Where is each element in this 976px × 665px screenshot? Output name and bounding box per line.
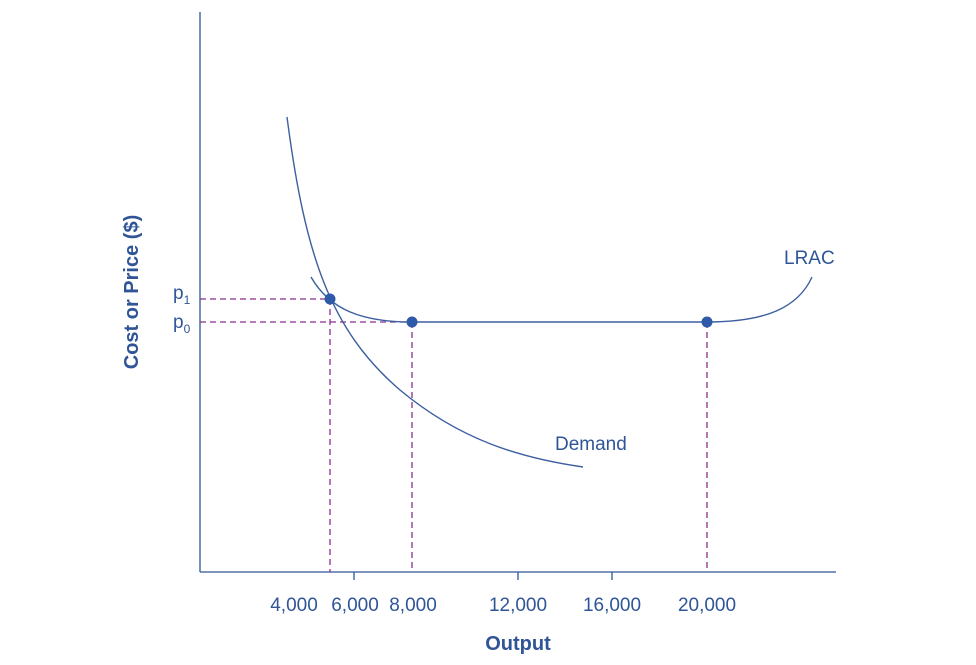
x-tick-label-12000: 12,000: [489, 595, 547, 616]
x-tick-label-20000: 20,000: [678, 595, 736, 616]
x-tick-label-16000: 16,000: [583, 595, 641, 616]
p1-intersection-point: [324, 293, 336, 305]
price-label-p1-sub: 1: [184, 293, 191, 307]
price-label-p1: p1: [173, 283, 191, 307]
price-label-p0-base: p: [173, 312, 184, 333]
p0-point-20000: [701, 316, 713, 328]
price-label-p0: p0: [173, 312, 191, 336]
price-label-p0-sub: 0: [184, 322, 191, 336]
lrac-curve: [310, 276, 813, 323]
demand-label: Demand: [555, 434, 627, 455]
x-axis-title: Output: [485, 633, 551, 655]
demand-curve: [286, 116, 584, 468]
price-label-p1-base: p: [173, 283, 184, 304]
lrac-label: LRAC: [784, 248, 835, 269]
x-tick-label-6000: 6,000: [331, 595, 379, 616]
y-axis-title: Cost or Price ($): [121, 215, 143, 369]
x-tick-label-8000: 8,000: [389, 595, 437, 616]
x-tick-label-4000: 4,000: [270, 595, 318, 616]
p0-point-8000: [406, 316, 418, 328]
